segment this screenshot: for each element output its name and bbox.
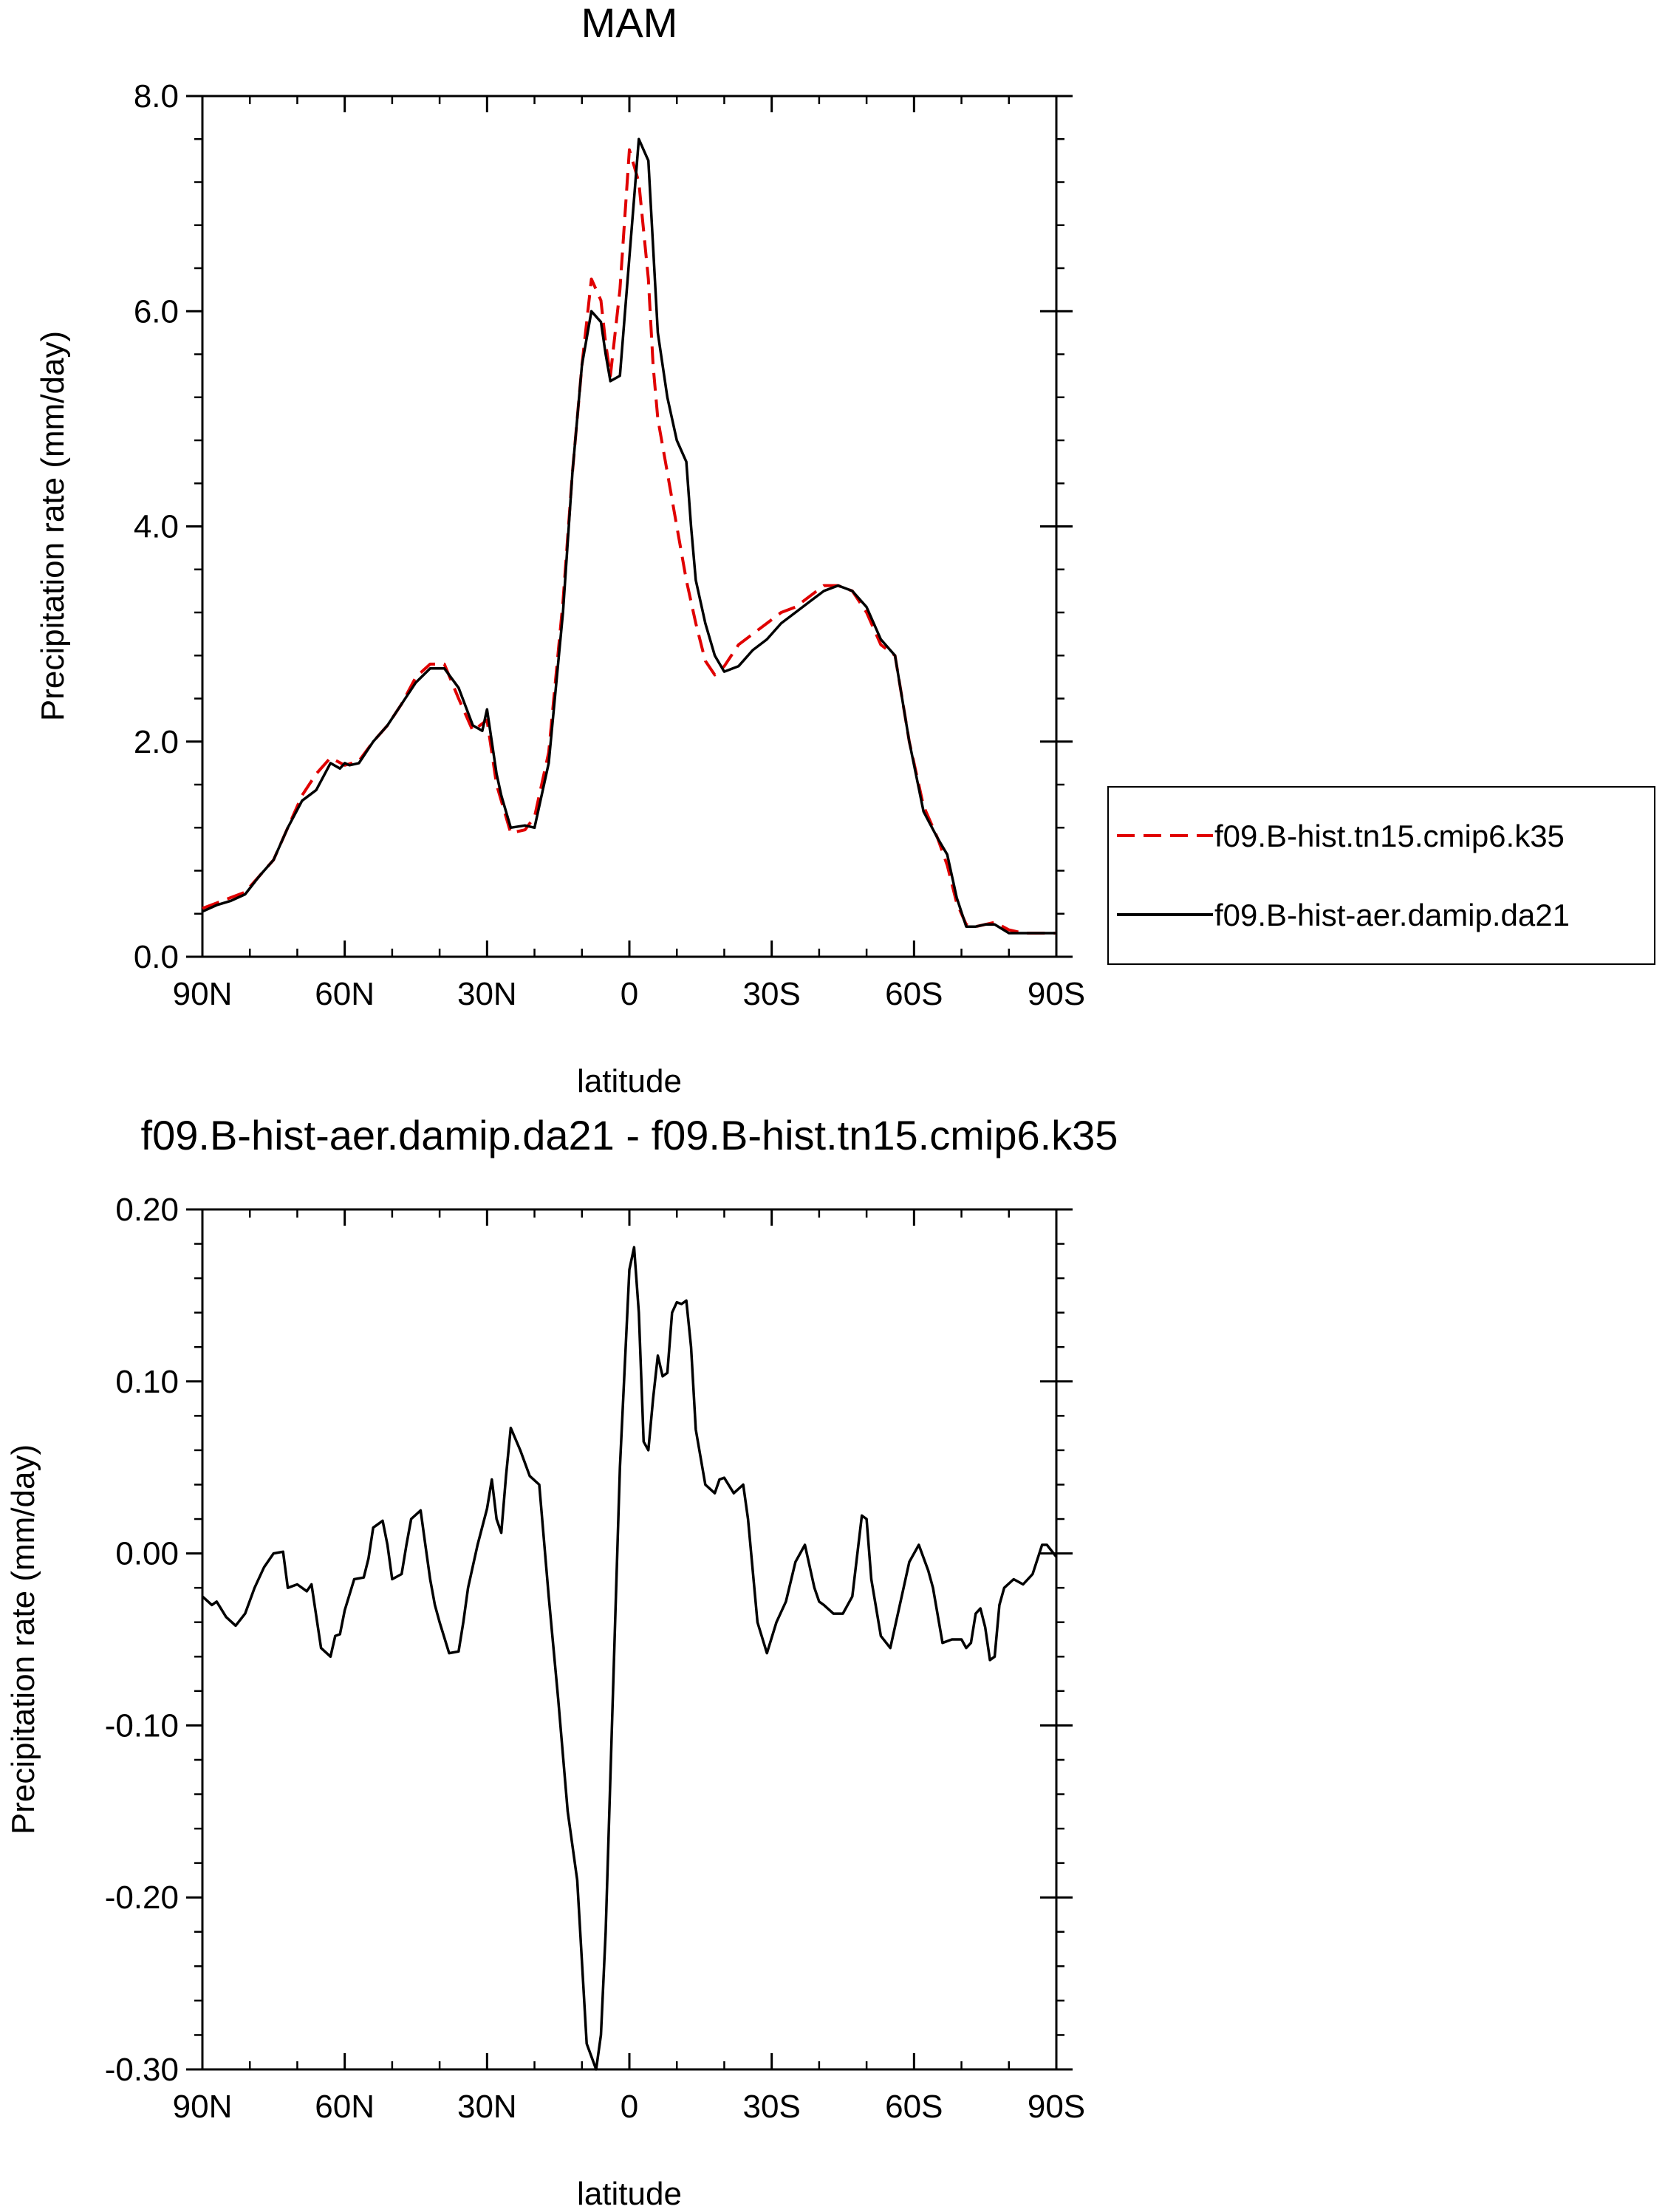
bottom-x-axis-label: latitude xyxy=(577,2176,682,2212)
bottom-y-tick-label: 0.10 xyxy=(115,1364,179,1400)
top-y-tick-label: 2.0 xyxy=(134,724,179,760)
top-x-tick-label: 0 xyxy=(621,976,638,1012)
bottom-chart-title: f09.B-hist-aer.damip.da21 - f09.B-hist.t… xyxy=(141,1112,1118,1158)
bottom-y-tick-label: 0.20 xyxy=(115,1192,179,1228)
bottom-ticks-group: 90N 60N 30N 0 30S 60S 90S -0.30 -0.20 -0.10 0.00 0.… xyxy=(105,1192,1085,2125)
top-series-group xyxy=(202,137,1056,935)
bottom-series-group xyxy=(201,1246,1058,2071)
bottom-x-tick-label: 90S xyxy=(1028,2089,1085,2125)
top-x-tick-label: 90N xyxy=(173,976,233,1012)
top-chart-title: MAM xyxy=(581,0,678,46)
legend-box xyxy=(1107,786,1655,965)
bottom-y-tick-label: 0.00 xyxy=(115,1536,179,1572)
top-x-tick-label: 30N xyxy=(457,976,517,1012)
bottom-x-tick-label: 90N xyxy=(173,2089,233,2125)
bottom-y-axis-label: Precipitation rate (mm/day) xyxy=(5,1444,41,1834)
bottom-x-tick-label: 60S xyxy=(885,2089,943,2125)
bottom-x-tick-label: 30S xyxy=(743,2089,801,2125)
bottom-y-tick-label: -0.30 xyxy=(105,2052,179,2088)
top-y-axis-label: Precipitation rate (mm/day) xyxy=(35,331,71,721)
top-y-tick-label: 0.0 xyxy=(134,939,179,975)
bottom-plot-frame xyxy=(201,1208,1058,2071)
bottom-series-line-0 xyxy=(201,1246,1058,2071)
bottom-x-tick-label: 30N xyxy=(457,2089,517,2125)
top-x-tick-label: 90S xyxy=(1028,976,1085,1012)
top-y-tick-label: 8.0 xyxy=(134,78,179,115)
bottom-y-tick-label: -0.20 xyxy=(105,1880,179,1916)
top-x-tick-label: 60N xyxy=(315,976,375,1012)
top-ticks-group: 90N 60N 30N 0 30S 60S 90S 0.0 2.0 4.0 6.0 8.0 xyxy=(134,78,1085,1012)
top-y-tick-label: 6.0 xyxy=(134,293,179,330)
legend-label-damip: f09.B-hist-aer.damip.da21 xyxy=(1214,898,1570,932)
top-series-line-1 xyxy=(202,137,1056,935)
bottom-chart-panel: f09.B-hist-aer.damip.da21 - f09.B-hist.t… xyxy=(5,1112,1118,2212)
bottom-x-tick-label: 0 xyxy=(621,2089,638,2125)
bottom-x-tick-label: 60N xyxy=(315,2089,375,2125)
top-chart-panel: MAM 90N 60N 30N 0 30S 60S 90S 0.0 2.0 4.0 6.0 8.0 l… xyxy=(35,0,1655,1099)
legend-label-cmip6: f09.B-hist.tn15.cmip6.k35 xyxy=(1214,819,1565,853)
top-y-tick-label: 4.0 xyxy=(134,509,179,545)
legend: f09.B-hist.tn15.cmip6.k35 f09.B-hist-aer… xyxy=(1107,786,1655,965)
top-plot-frame xyxy=(201,95,1058,958)
top-x-tick-label: 30S xyxy=(743,976,801,1012)
top-x-axis-label: latitude xyxy=(577,1063,682,1099)
top-x-tick-label: 60S xyxy=(885,976,943,1012)
bottom-y-tick-label: -0.10 xyxy=(105,1707,179,1744)
